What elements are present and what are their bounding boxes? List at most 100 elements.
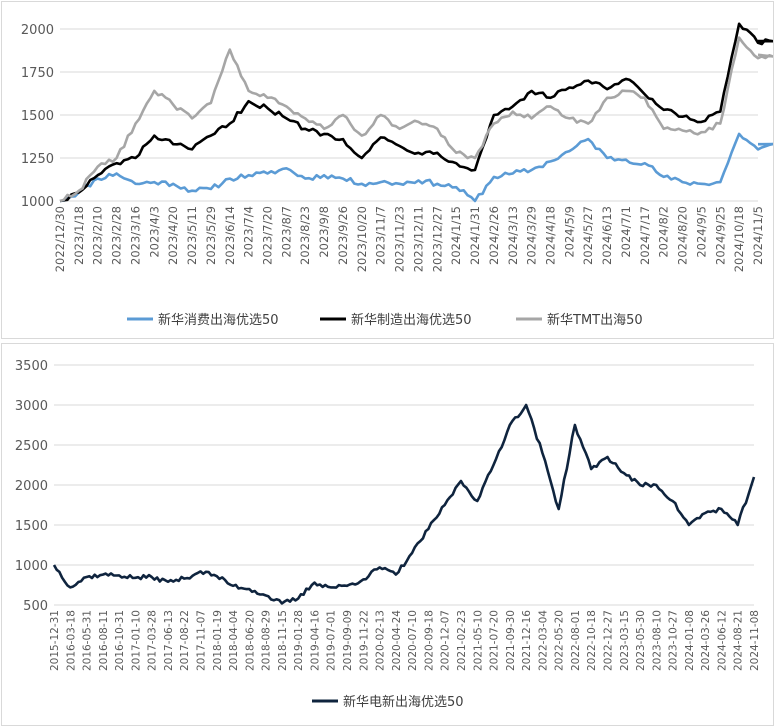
x-tick-label: 2023-10-27 — [668, 610, 680, 671]
x-tick-label: 2018-01-19 — [212, 610, 224, 671]
x-tick-label: 2019-07-01 — [326, 610, 338, 671]
x-tick-label: 2023-05-30 — [635, 610, 647, 671]
legend-label: 新华电新出海优选50 — [343, 694, 464, 710]
x-tick-label: 2024-01-08 — [684, 610, 696, 671]
x-tick-label: 2019-11-22 — [358, 610, 370, 671]
x-tick-label: 2024-06-12 — [716, 610, 728, 671]
x-tick-label: 2018-04-04 — [228, 610, 240, 671]
x-tick-label: 2016-08-11 — [98, 610, 110, 671]
x-tick-label: 2020-12-07 — [440, 610, 452, 671]
legend-label: 新华TMT出海50 — [547, 312, 643, 328]
x-tick-label: 2023-03-15 — [619, 610, 631, 671]
x-tick-label: 2024/9/25 — [713, 206, 727, 265]
x-tick-label: 2024/2/26 — [487, 206, 501, 265]
series-line-0 — [59, 132, 773, 203]
x-tick-label: 2024/4/18 — [543, 206, 557, 265]
x-tick-label: 2021-02-23 — [456, 610, 468, 671]
y-tick-label: 2000 — [15, 479, 48, 494]
x-tick-label: 2016-10-31 — [114, 610, 126, 671]
x-tick-label: 2024/7/1 — [619, 206, 633, 258]
x-tick-label: 2024/11/5 — [751, 206, 765, 265]
x-tick-label: 2016-03-18 — [65, 610, 77, 671]
x-tick-label: 2023/2/10 — [91, 206, 105, 265]
y-tick-label: 1250 — [21, 152, 54, 167]
series-line-2 — [59, 36, 773, 203]
x-tick-label: 2020-07-10 — [407, 610, 419, 671]
y-tick-label: 1500 — [15, 519, 48, 534]
x-tick-label: 2023/10/20 — [355, 206, 369, 272]
x-tick-label: 2023/11/23 — [393, 206, 407, 272]
y-tick-label: 1000 — [21, 195, 54, 210]
x-tick-label: 2022-12-27 — [602, 610, 614, 671]
x-tick-label: 2023/3/16 — [128, 206, 142, 265]
x-tick-label: 2017-08-22 — [179, 610, 191, 671]
x-tick-label: 2016-05-31 — [82, 610, 94, 671]
x-tick-label: 2020-04-24 — [391, 610, 403, 671]
x-tick-label: 2024/1/15 — [449, 206, 463, 265]
x-tick-label: 2017-03-28 — [147, 610, 159, 671]
y-tick-label: 1000 — [15, 559, 48, 574]
x-tick-label: 2023/7/20 — [261, 206, 275, 265]
x-tick-label: 2022/12/30 — [53, 206, 67, 272]
x-tick-label: 2022-03-04 — [537, 610, 549, 671]
x-tick-label: 2017-11-07 — [196, 610, 208, 671]
x-tick-label: 2024/10/18 — [732, 206, 746, 272]
x-tick-label: 2024-03-26 — [700, 610, 712, 671]
y-tick-label: 3000 — [15, 399, 48, 414]
y-tick-label: 2500 — [15, 439, 48, 454]
x-tick-label: 2023/8/23 — [298, 206, 312, 265]
x-tick-label: 2021-07-20 — [489, 610, 501, 671]
x-tick-label: 2023/7/4 — [242, 206, 256, 258]
y-tick-label: 500 — [23, 599, 48, 614]
x-tick-label: 2024/9/5 — [694, 206, 708, 258]
x-tick-label: 2019-01-28 — [293, 610, 305, 671]
x-tick-label: 2018-11-15 — [277, 610, 289, 671]
x-tick-label: 2018-06-20 — [244, 610, 256, 671]
x-tick-label: 2015-12-31 — [49, 610, 61, 671]
chart-top: 1000 1250 1500 1750 2000 2022/12/30 2023/1/18… — [21, 22, 773, 328]
x-tick-label: 2022-08-01 — [570, 610, 582, 671]
x-tick-label: 2024/1/31 — [468, 206, 482, 265]
x-tick-label: 2017-01-10 — [130, 610, 142, 671]
x-tick-label: 2019-04-16 — [309, 610, 321, 671]
legend-label: 新华制造出海优选50 — [351, 312, 472, 328]
y-tick-label: 3500 — [15, 359, 48, 374]
x-tick-label: 2024-11-08 — [749, 610, 761, 671]
x-tick-label: 2022-10-18 — [586, 610, 598, 671]
x-tick-label: 2023/1/18 — [72, 206, 86, 265]
x-tick-label: 2022-05-20 — [554, 610, 566, 671]
chart-panel-top: 1000 1250 1500 1750 2000 2022/12/30 2023/1/18… — [1, 1, 774, 339]
x-tick-label: 2023/12/11 — [411, 206, 425, 272]
x-tick-label: 2020-09-18 — [423, 610, 435, 671]
x-tick-label: 2023/9/26 — [336, 206, 350, 265]
x-tick-label: 2018-08-29 — [261, 610, 273, 671]
y-tick-label: 1750 — [21, 66, 54, 81]
x-tick-label: 2023/4/20 — [166, 206, 180, 265]
x-tick-label: 2023/8/7 — [279, 206, 293, 258]
x-tick-label: 2024/3/13 — [506, 206, 520, 265]
x-tick-label: 2023/11/7 — [374, 206, 388, 265]
x-tick-label: 2023/9/8 — [317, 206, 331, 258]
x-tick-label: 2023/6/14 — [223, 206, 237, 265]
x-tick-label: 2024/3/29 — [525, 206, 539, 265]
x-tick-label: 2023-08-10 — [651, 610, 663, 671]
x-tick-label: 2021-12-16 — [521, 610, 533, 671]
series-line-0 — [52, 403, 756, 605]
chart-panel-bottom: 500 1000 1500 2000 2500 3000 3500 2015-12-31 20… — [1, 343, 774, 726]
x-tick-label: 2024/8/2 — [657, 206, 671, 258]
x-tick-label: 2024-08-21 — [733, 610, 745, 671]
x-tick-label: 2023/5/29 — [204, 206, 218, 265]
y-tick-label: 2000 — [21, 23, 54, 38]
x-tick-label: 2024/5/27 — [581, 206, 595, 265]
x-tick-label: 2019-09-09 — [342, 610, 354, 671]
x-tick-label: 2023/4/3 — [147, 206, 161, 258]
legend-label: 新华消费出海优选50 — [158, 312, 279, 328]
x-tick-label: 2024/6/13 — [600, 206, 614, 265]
x-tick-label: 2024/8/20 — [676, 206, 690, 265]
x-tick-label: 2023/2/28 — [110, 206, 124, 265]
x-tick-label: 2023/5/11 — [185, 206, 199, 265]
series-line-1 — [59, 22, 773, 203]
x-tick-label: 2020-02-13 — [375, 610, 387, 671]
chart-bottom: 500 1000 1500 2000 2500 3000 3500 2015-12-31 20… — [15, 359, 761, 710]
x-tick-label: 2021-09-30 — [505, 610, 517, 671]
